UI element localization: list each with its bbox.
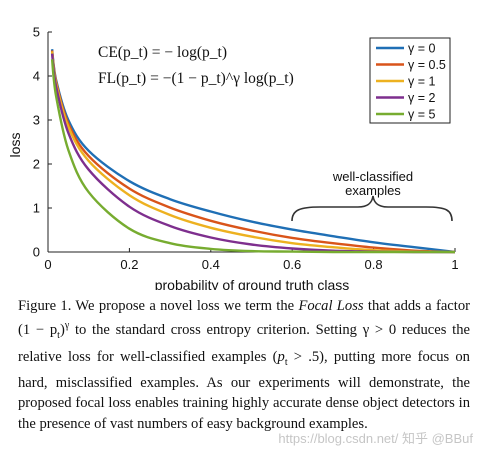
x-tick-label: 0 <box>44 257 51 272</box>
caption-term: Focal Loss <box>298 298 364 314</box>
annotation-line-2: examples <box>345 183 401 198</box>
caption-pt-tail: > .5) <box>287 348 325 365</box>
legend-label: γ = 5 <box>408 108 435 122</box>
y-tick-label: 4 <box>33 69 40 84</box>
y-tick-label: 0 <box>33 245 40 260</box>
x-tick-label: 0.8 <box>365 257 383 272</box>
y-tick-label: 2 <box>33 157 40 172</box>
series-line-gamma-0 <box>50 49 456 254</box>
x-axis-label: probability of ground truth class <box>155 277 350 290</box>
caption-line1-sup: γ <box>64 320 70 332</box>
series-line-gamma-1 <box>50 51 456 254</box>
y-tick-label: 5 <box>33 25 40 40</box>
caption-pt-sub: t <box>284 356 288 368</box>
y-tick-label: 3 <box>33 113 40 128</box>
series-line-gamma-5 <box>50 59 455 254</box>
caption-rest: , putting more focus on hard, misclassif… <box>18 348 470 432</box>
legend-label: γ = 1 <box>408 75 435 89</box>
annotation-brace <box>291 195 453 222</box>
caption-pt: p <box>277 348 285 365</box>
focal-loss-chart: 0 0.2 0.4 0.6 0.8 1 0 1 2 3 4 5 loss probability of… <box>7 25 459 291</box>
x-tick-label: 0.4 <box>202 257 220 272</box>
x-tick-label: 0.6 <box>283 257 301 272</box>
y-tick-label: 1 <box>33 201 40 216</box>
caption-lead: Figure 1. We propose a novel loss we ter… <box>18 298 299 314</box>
caption-line1-tail: that adds a factor (1 − p <box>18 298 470 339</box>
ce-equation: CE(p_t) = − log(p_t) <box>98 44 227 61</box>
legend-label: γ = 0.5 <box>408 58 446 72</box>
tick-labels: 0 0.2 0.4 0.6 0.8 1 0 1 2 3 4 5 <box>33 25 459 273</box>
watermark: https://blog.csdn.net/ 知乎 @BBuf <box>278 431 473 446</box>
y-axis-label: loss <box>7 133 23 158</box>
legend-label: γ = 0 <box>408 42 435 56</box>
x-tick-label: 1 <box>451 257 458 272</box>
caption-gamma-cond: γ > 0 <box>362 322 397 339</box>
legend-label: γ = 2 <box>408 91 435 105</box>
annotation-line-1: well-classified <box>332 169 413 184</box>
caption-line2-after: reduces the relative loss for well-class… <box>18 322 470 365</box>
caption-line1-sub: t <box>57 330 60 342</box>
legend: γ = 0 γ = 0.5 γ = 1 γ = 2 γ = 5 <box>369 37 451 124</box>
series-lines <box>50 49 456 254</box>
caption-line1-after: to the standard cross entropy criterion.… <box>69 322 363 339</box>
fl-equation: FL(p_t) = −(1 − p_t)^γ log(p_t) <box>98 70 294 87</box>
caption-line1-end: ) <box>59 322 65 339</box>
x-tick-label: 0.2 <box>120 257 138 272</box>
figure-caption: Figure 1. We propose a novel loss we ter… <box>18 296 470 434</box>
